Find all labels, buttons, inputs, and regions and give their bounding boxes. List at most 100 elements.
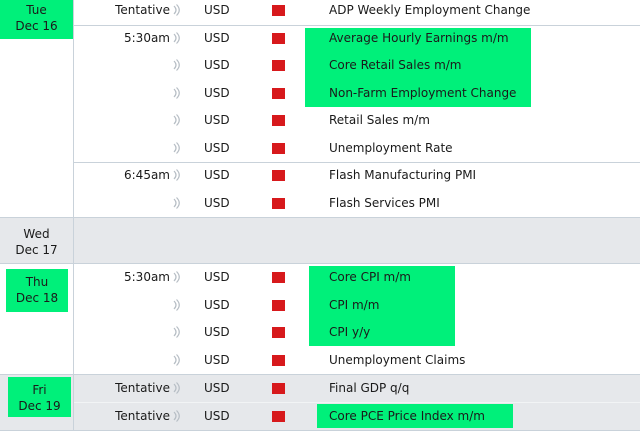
date-label: Dec 17 <box>15 243 58 257</box>
event-title[interactable]: Average Hourly Earnings m/m <box>329 30 509 45</box>
sound-icon[interactable] <box>170 25 184 52</box>
event-currency: USD <box>204 140 230 155</box>
sound-icon[interactable] <box>170 0 184 24</box>
time-block: Tentative USD Final GDP q/q Tentative USD Cor… <box>74 375 640 430</box>
event-row[interactable]: 5:30am USD Average Hourly Earnings m/m <box>74 25 640 52</box>
weekday-label: Fri <box>32 383 47 397</box>
day-label: Fri Dec 19 <box>0 375 74 430</box>
event-time: Tentative <box>115 381 170 395</box>
impact-high-icon[interactable] <box>272 115 285 126</box>
event-row[interactable]: USD Unemployment Rate <box>74 135 640 162</box>
event-row[interactable]: USD Non-Farm Employment Change <box>74 80 640 107</box>
date-label: Dec 18 <box>15 291 59 305</box>
event-currency: USD <box>204 270 230 284</box>
impact-high-icon[interactable] <box>272 87 285 99</box>
weekday-label: Wed <box>23 227 50 241</box>
impact-high-icon[interactable] <box>272 354 285 366</box>
event-row[interactable]: USD Core Retail Sales m/m <box>74 52 640 79</box>
sound-icon[interactable] <box>170 375 184 402</box>
date-text: Thu Dec 18 <box>6 274 68 306</box>
time-block: 5:30am USD Average Hourly Earnings m/m USD C… <box>74 25 640 163</box>
event-title[interactable]: Unemployment Claims <box>329 352 466 367</box>
event-currency: USD <box>204 30 230 45</box>
event-row[interactable]: USD Flash Services PMI <box>74 190 640 217</box>
event-currency: USD <box>204 297 230 312</box>
event-title[interactable]: ADP Weekly Employment Change <box>329 3 531 17</box>
event-row[interactable]: USD Retail Sales m/m <box>74 107 640 134</box>
event-title[interactable]: Core Retail Sales m/m <box>329 58 462 72</box>
sound-icon[interactable] <box>170 190 184 217</box>
event-title[interactable]: Non-Farm Employment Change <box>329 85 517 100</box>
day-group: Thu Dec 18 5:30am USD Core CPI m/m USD CPI m/m… <box>0 264 640 375</box>
date-text: Tue Dec 16 <box>0 2 73 34</box>
date-highlight: Thu Dec 18 <box>6 269 68 312</box>
time-block: 6:45am USD Flash Manufacturing PMI USD Flash… <box>74 162 640 217</box>
event-currency: USD <box>204 381 230 395</box>
event-highlight <box>305 27 531 107</box>
weekday-label: Thu <box>25 275 49 289</box>
event-time: 5:30am <box>124 30 170 45</box>
event-row[interactable]: Tentative USD Core PCE Price Index m/m <box>74 403 640 430</box>
event-time: 6:45am <box>124 168 170 182</box>
event-title[interactable]: Flash Services PMI <box>329 195 440 210</box>
event-title[interactable]: Core CPI m/m <box>329 270 411 284</box>
event-title[interactable]: Unemployment Rate <box>329 140 453 155</box>
event-currency: USD <box>204 408 230 423</box>
sound-icon[interactable] <box>170 264 184 291</box>
event-row[interactable]: 5:30am USD Core CPI m/m <box>74 264 640 291</box>
event-time: Tentative <box>115 3 170 17</box>
date-highlight: Fri Dec 19 <box>8 377 71 417</box>
impact-high-icon[interactable] <box>272 383 285 394</box>
sound-icon[interactable] <box>170 107 184 134</box>
impact-high-icon[interactable] <box>272 170 285 181</box>
event-currency: USD <box>204 3 230 17</box>
day-group: Tue Dec 16 Tentative USD ADP Weekly Employme… <box>0 0 640 218</box>
weekday-label: Tue <box>26 3 47 17</box>
event-row[interactable]: USD CPI y/y <box>74 319 640 346</box>
event-title[interactable]: CPI m/m <box>329 297 380 312</box>
event-title[interactable]: Retail Sales m/m <box>329 113 430 127</box>
event-title[interactable]: Flash Manufacturing PMI <box>329 168 477 182</box>
impact-high-icon[interactable] <box>272 299 285 311</box>
event-currency: USD <box>204 113 230 127</box>
event-time: 5:30am <box>124 270 170 284</box>
day-group: Wed Dec 17 <box>0 218 640 264</box>
event-currency: USD <box>204 85 230 100</box>
event-highlight <box>309 266 455 346</box>
event-title[interactable]: CPI y/y <box>329 325 371 339</box>
day-label: Wed Dec 17 <box>0 218 74 263</box>
event-row[interactable]: 6:45am USD Flash Manufacturing PMI <box>74 162 640 189</box>
impact-high-icon[interactable] <box>272 60 285 71</box>
impact-high-icon[interactable] <box>272 142 285 154</box>
event-row[interactable]: USD Unemployment Claims <box>74 347 640 374</box>
sound-icon[interactable] <box>170 403 184 430</box>
impact-high-icon[interactable] <box>272 272 285 283</box>
event-currency: USD <box>204 325 230 339</box>
sound-icon[interactable] <box>170 319 184 346</box>
time-block: 5:30am USD Core CPI m/m USD CPI m/m USD CPI y/… <box>74 264 640 374</box>
impact-high-icon[interactable] <box>272 5 285 16</box>
sound-icon[interactable] <box>170 80 184 107</box>
event-currency: USD <box>204 195 230 210</box>
date-text: Fri Dec 19 <box>8 382 71 414</box>
event-row[interactable]: Tentative USD ADP Weekly Employment Change <box>74 0 640 24</box>
sound-icon[interactable] <box>170 52 184 79</box>
impact-high-icon[interactable] <box>272 327 285 338</box>
sound-icon[interactable] <box>170 162 184 189</box>
day-label: Thu Dec 18 <box>0 264 74 374</box>
impact-high-icon[interactable] <box>272 197 285 209</box>
sound-icon[interactable] <box>170 292 184 319</box>
event-row[interactable]: Tentative USD Final GDP q/q <box>74 375 640 402</box>
sound-icon[interactable] <box>170 347 184 374</box>
event-title[interactable]: Final GDP q/q <box>329 381 410 395</box>
impact-high-icon[interactable] <box>272 32 285 44</box>
event-currency: USD <box>204 168 230 182</box>
sound-icon[interactable] <box>170 135 184 162</box>
impact-high-icon[interactable] <box>272 410 285 422</box>
day-label: Tue Dec 16 <box>0 0 74 217</box>
event-currency: USD <box>204 352 230 367</box>
event-title[interactable]: Core PCE Price Index m/m <box>329 408 485 423</box>
event-time: Tentative <box>115 408 170 423</box>
date-text: Wed Dec 17 <box>0 226 73 258</box>
event-row[interactable]: USD CPI m/m <box>74 292 640 319</box>
